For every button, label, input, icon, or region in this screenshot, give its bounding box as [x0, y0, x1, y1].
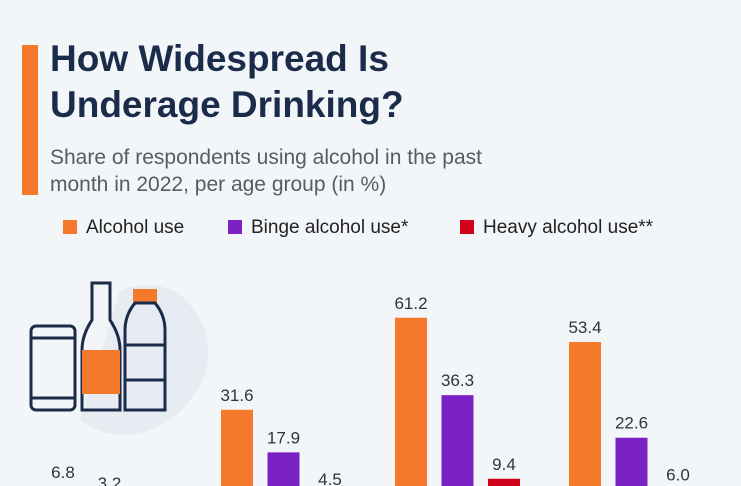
value-label: 22.6	[615, 414, 648, 433]
value-label: 6.0	[666, 465, 690, 484]
legend-label: Heavy alcohol use**	[483, 217, 654, 238]
value-label: 9.4	[492, 455, 516, 474]
value-label: 17.9	[267, 428, 300, 447]
bar	[441, 395, 474, 486]
bar	[488, 478, 520, 486]
chart-subtitle: Share of respondents using alcohol in th…	[50, 146, 482, 196]
legend-label: Alcohol use	[86, 217, 184, 238]
title-box: How Widespread Is Underage Drinking?	[50, 38, 404, 125]
bar	[267, 452, 300, 486]
value-label: 53.4	[568, 318, 601, 337]
legend-label: Binge alcohol use*	[251, 217, 409, 238]
value-label: 6.8	[51, 463, 75, 482]
value-label: 4.5	[318, 470, 342, 486]
legend-swatch	[63, 220, 77, 234]
bar	[395, 317, 427, 486]
bottle-icon	[29, 281, 209, 435]
legend-swatch	[228, 220, 242, 234]
value-label: 36.3	[441, 371, 474, 390]
value-label: 31.6	[220, 386, 253, 405]
value-label: 3.2	[98, 474, 122, 486]
legend-swatch	[460, 220, 474, 234]
value-label: 61.2	[394, 294, 427, 313]
bar	[615, 437, 648, 486]
bar	[221, 409, 253, 486]
chart-title: How Widespread Is Underage Drinking?	[50, 38, 404, 125]
bar	[569, 342, 601, 486]
subtitle-box: Share of respondents using alcohol in th…	[50, 146, 482, 196]
accent-bar	[22, 45, 38, 195]
